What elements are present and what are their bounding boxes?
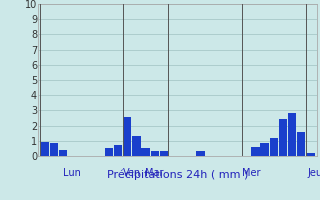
Bar: [151, 151, 159, 156]
Bar: [306, 153, 315, 156]
Bar: [260, 143, 269, 156]
Bar: [114, 145, 122, 156]
X-axis label: Précipitations 24h ( mm ): Précipitations 24h ( mm ): [107, 170, 248, 180]
Bar: [251, 147, 260, 156]
Bar: [59, 150, 67, 156]
Bar: [41, 142, 49, 156]
Text: Ven: Ven: [123, 168, 141, 178]
Text: Mar: Mar: [146, 168, 164, 178]
Text: Jeu: Jeu: [308, 168, 320, 178]
Bar: [123, 117, 131, 156]
Bar: [50, 143, 58, 156]
Bar: [297, 132, 305, 156]
Bar: [132, 136, 140, 156]
Bar: [196, 151, 204, 156]
Bar: [160, 151, 168, 156]
Bar: [270, 138, 278, 156]
Bar: [288, 113, 296, 156]
Bar: [279, 119, 287, 156]
Bar: [141, 148, 150, 156]
Text: Lun: Lun: [63, 168, 81, 178]
Bar: [105, 148, 113, 156]
Text: Mer: Mer: [242, 168, 260, 178]
